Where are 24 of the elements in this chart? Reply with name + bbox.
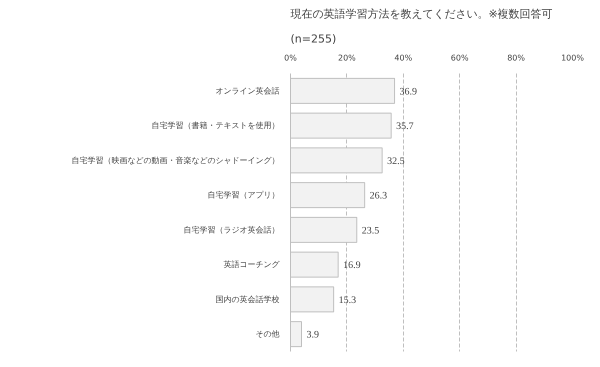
data-label: 35.7 bbox=[396, 121, 414, 132]
x-tick-label: 20% bbox=[338, 54, 356, 62]
data-label: 26.3 bbox=[370, 190, 388, 202]
data-label: 23.5 bbox=[362, 225, 380, 236]
x-tick-label: 40% bbox=[394, 54, 413, 62]
x-tick-label: 100% bbox=[561, 54, 584, 62]
y-tick-label: 自宅学習（映画などの動画・音楽などのシャドーイング） bbox=[72, 156, 280, 165]
data-label: 3.9 bbox=[306, 330, 319, 341]
chart-subtitle: (n=255) bbox=[290, 32, 336, 46]
data-label: 36.9 bbox=[400, 86, 418, 98]
x-tick-label: 0% bbox=[284, 54, 298, 62]
data-label: 16.9 bbox=[343, 260, 361, 272]
y-tick-label: オンライン英会話 bbox=[216, 86, 280, 96]
y-tick-label: その他 bbox=[256, 330, 280, 339]
x-tick-label: 60% bbox=[450, 54, 469, 62]
y-tick-label: 国内の英会話学校 bbox=[216, 294, 280, 304]
x-tick-label: 80% bbox=[507, 54, 526, 62]
data-label: 32.5 bbox=[387, 156, 405, 167]
y-tick-label: 自宅学習（ラジオ英会話） bbox=[184, 225, 280, 234]
y-tick-label: 自宅学習（書籍・テキストを使用） bbox=[152, 121, 280, 130]
data-label: 15.3 bbox=[338, 294, 356, 306]
y-tick-label: 自宅学習（アプリ） bbox=[208, 190, 280, 200]
y-tick-label: 英語コーチング bbox=[224, 260, 280, 270]
chart-title: 現在の英語学習方法を教えてください。※複数回答可 bbox=[290, 8, 553, 20]
